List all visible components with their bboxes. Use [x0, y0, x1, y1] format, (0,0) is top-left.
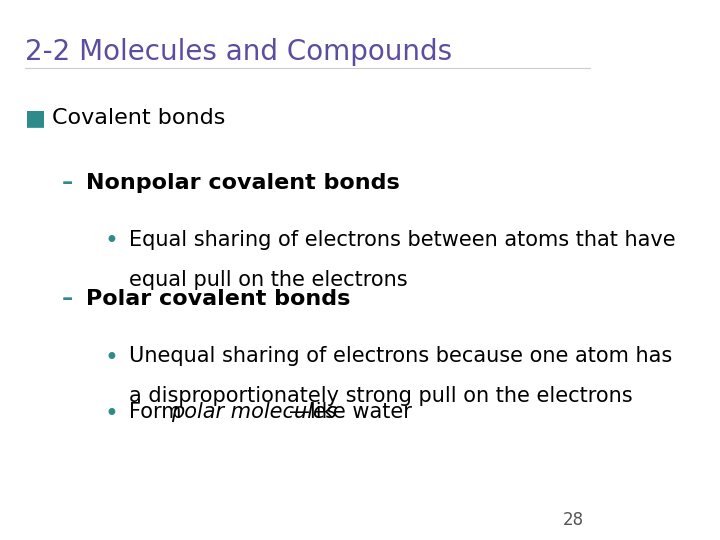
Text: Equal sharing of electrons between atoms that have: Equal sharing of electrons between atoms…: [129, 230, 675, 249]
Text: Polar covalent bonds: Polar covalent bonds: [86, 289, 351, 309]
Text: •: •: [104, 230, 118, 253]
Text: •: •: [104, 402, 118, 426]
Text: –: –: [61, 173, 73, 193]
Text: equal pull on the electrons: equal pull on the electrons: [129, 270, 408, 290]
Text: a disproportionately strong pull on the electrons: a disproportionately strong pull on the …: [129, 386, 633, 406]
Text: –: –: [61, 289, 73, 309]
Text: ■: ■: [24, 108, 45, 128]
Text: 2-2 Molecules and Compounds: 2-2 Molecules and Compounds: [24, 38, 451, 66]
Text: Covalent bonds: Covalent bonds: [53, 108, 225, 128]
Text: 28: 28: [562, 511, 583, 529]
Text: polar molecules: polar molecules: [171, 402, 336, 422]
Text: Unequal sharing of electrons because one atom has: Unequal sharing of electrons because one…: [129, 346, 672, 366]
Text: Form: Form: [129, 402, 188, 422]
Text: •: •: [104, 346, 118, 369]
Text: —like water: —like water: [289, 402, 412, 422]
Text: Nonpolar covalent bonds: Nonpolar covalent bonds: [86, 173, 400, 193]
